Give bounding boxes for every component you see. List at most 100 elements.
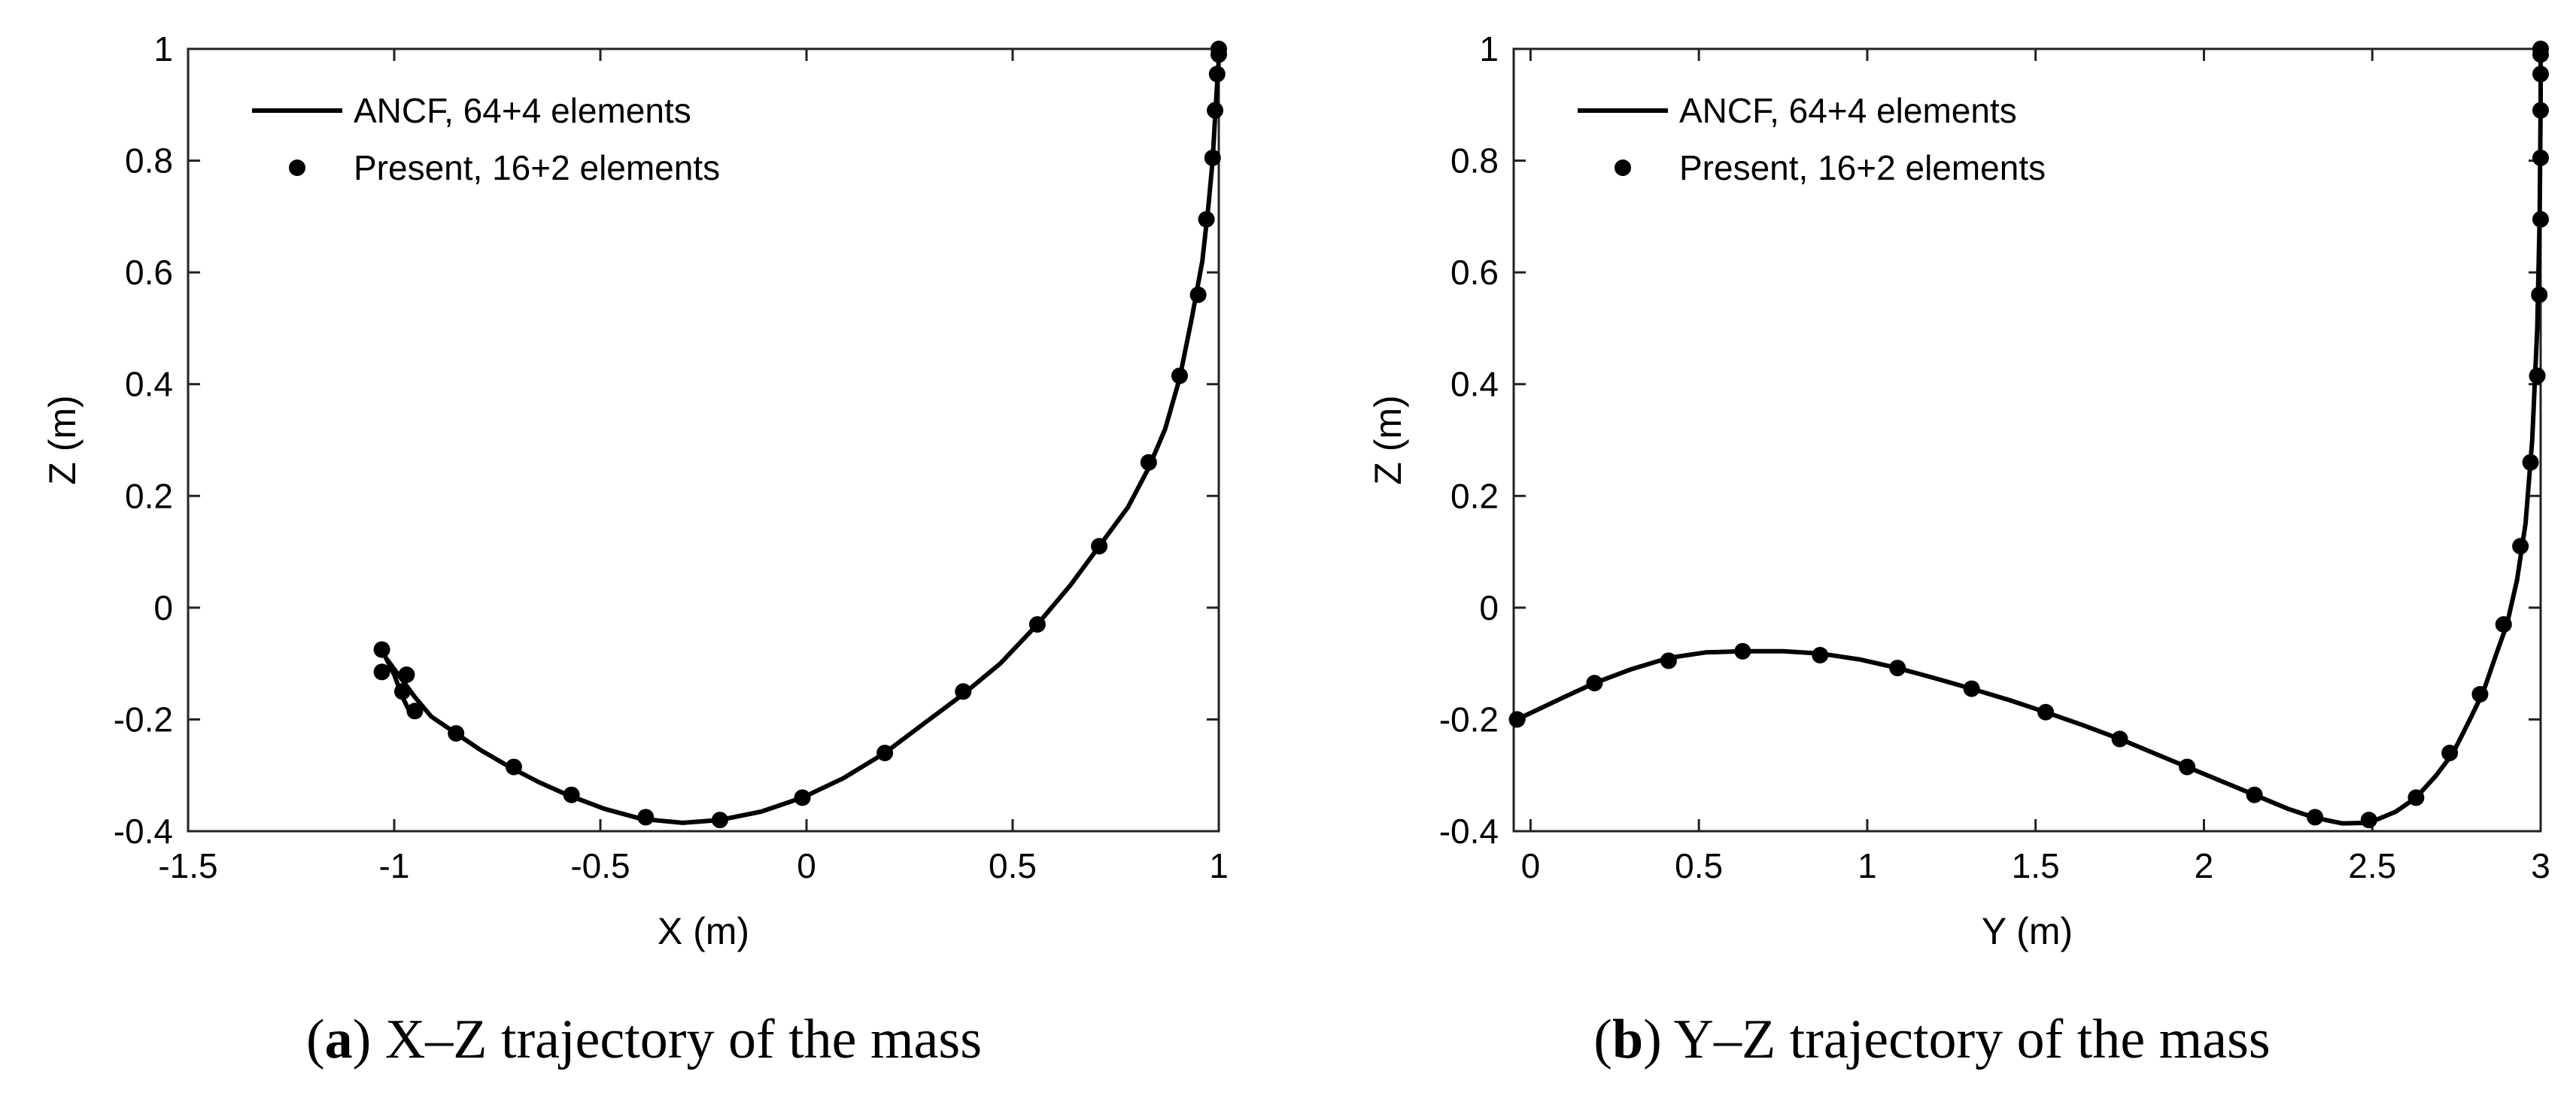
caption-b-letter: b [1612, 1009, 1644, 1070]
caption-a-letter: a [324, 1009, 353, 1070]
data-point-b [2495, 616, 2512, 633]
y-tick-label-a: 0.6 [125, 253, 173, 292]
data-point-b [2360, 812, 2377, 829]
y-tick-label-a: 0.8 [125, 141, 173, 181]
data-point-b [2529, 367, 2546, 384]
data-point-a [637, 809, 655, 826]
data-point-b [2522, 454, 2539, 471]
data-point-a [876, 745, 894, 761]
x-tick-label-b: 2.5 [2348, 846, 2396, 885]
data-point-b [2179, 758, 2196, 776]
x-tick-label-a: -1.5 [158, 846, 217, 885]
chart-a-svg: -1.5 -1 -0.5 0 0.5 1 -0.4 -0.2 0 0.2 0.4 0.6 0.8 1 X (… [41, 29, 1229, 952]
plot-area-box-b [1512, 47, 2542, 833]
x-tick-label-a: -1 [379, 846, 410, 885]
data-point-b [2532, 41, 2549, 57]
data-point-a [448, 725, 465, 742]
legend-marker-swatch-a [289, 159, 305, 176]
data-point-b [2532, 65, 2549, 83]
data-point-b [1734, 642, 1751, 660]
x-tick-label-a: 0 [797, 846, 816, 885]
legend-entry-ancf-b: ANCF, 64+4 elements [1679, 91, 2017, 130]
legend-marker-swatch-b [1615, 159, 1631, 176]
data-point-a [1140, 454, 1157, 471]
x-tick-label-b: 2 [2195, 846, 2214, 885]
y-tick-label-a: 0 [153, 588, 173, 627]
data-point-a [505, 758, 522, 776]
x-tick-label-b: 0.5 [1675, 846, 1723, 885]
x-axis-label-b: Y (m) [1982, 910, 2073, 952]
legend-entry-present-b: Present, 16+2 elements [1679, 148, 2046, 187]
data-point-b [2441, 745, 2459, 761]
data-point-a [1171, 367, 1188, 384]
data-point-a [711, 812, 728, 829]
x-tick-label-a: 1 [1209, 846, 1229, 885]
data-point-a [1189, 286, 1207, 303]
data-point-b [2246, 786, 2263, 803]
data-point-a [373, 663, 390, 681]
y-tick-label-b: 0 [1479, 588, 1499, 627]
data-point-b [2531, 286, 2548, 303]
chart-b-svg: 0 0.5 1 1.5 2 2.5 3 -0.4 -0.2 0 0.2 0.4 0.6 0.8 1 Y (m)… [1367, 29, 2550, 952]
chart-panel-b: 0 0.5 1 1.5 2 2.5 3 -0.4 -0.2 0 0.2 0.4 0.6 0.8 1 Y (m)… [1288, 0, 2576, 1108]
chart-panel-a: -1.5 -1 -0.5 0 0.5 1 -0.4 -0.2 0 0.2 0.4 0.6 0.8 1 X (… [41, 29, 1229, 1070]
data-point-b [1963, 680, 1980, 697]
data-point-b [2407, 789, 2425, 806]
y-tick-label-b: 1 [1479, 29, 1499, 68]
data-point-b [1586, 675, 1603, 692]
data-point-a [1204, 149, 1221, 166]
y-tick-label-b: -0.4 [1439, 812, 1499, 851]
data-point-b [2307, 809, 2324, 826]
y-tick-label-b: 0.2 [1451, 476, 1499, 515]
y-tick-label-a: 0.4 [125, 365, 173, 404]
data-point-b [1812, 647, 1829, 663]
data-point-b [2471, 686, 2489, 703]
caption-a: (a) X–Z trajectory of the mass [306, 1009, 982, 1070]
series-line-a [379, 47, 1221, 825]
y-tick-label-a: -0.2 [114, 700, 173, 739]
data-point-a [794, 789, 811, 806]
data-point-a [1091, 538, 1108, 555]
plot-area-box-a [187, 47, 1220, 833]
data-point-b [2111, 730, 2128, 748]
series-line-b [1514, 47, 2543, 826]
data-point-a [1198, 211, 1215, 228]
x-tick-label-b: 0 [1521, 846, 1541, 885]
data-point-b [2037, 703, 2055, 721]
data-point-b [1660, 652, 1677, 669]
x-tick-label-b: 3 [2531, 846, 2550, 885]
data-point-b [2532, 102, 2549, 119]
data-point-a [1211, 46, 1227, 63]
data-point-a [406, 703, 424, 720]
y-tick-label-b: 0.8 [1451, 141, 1499, 181]
y-tick-label-a: 1 [153, 29, 173, 68]
data-point-a [1028, 616, 1046, 633]
data-point-a [563, 786, 580, 803]
y-tick-label-a: 0.2 [125, 476, 173, 515]
data-point-b [2532, 211, 2549, 228]
x-tick-label-b: 1 [1858, 846, 1877, 885]
caption-b: (b) Y–Z trajectory of the mass [1593, 1009, 2271, 1070]
data-point-b [1889, 660, 1906, 677]
legend-entry-present-a: Present, 16+2 elements [354, 148, 720, 187]
y-tick-label-b: 0.6 [1451, 253, 1499, 292]
x-tick-label-b: 1.5 [2012, 846, 2060, 885]
x-tick-label-a: -0.5 [570, 846, 630, 885]
y-axis-label-b: Z (m) [1367, 395, 1409, 484]
y-tick-label-b: -0.2 [1439, 700, 1499, 739]
x-axis-label-a: X (m) [658, 910, 749, 952]
caption-b-text: Y–Z trajectory of the mass [1661, 1009, 2271, 1070]
caption-a-text: X–Z trajectory of the mass [371, 1009, 982, 1070]
legend-entry-ancf-a: ANCF, 64+4 elements [354, 91, 691, 130]
y-tick-label-a: -0.4 [114, 812, 173, 851]
data-point-a [1208, 65, 1226, 83]
data-point-b [2512, 538, 2529, 555]
x-tick-label-a: 0.5 [989, 846, 1037, 885]
data-point-a [398, 666, 415, 683]
data-point-a [373, 641, 390, 658]
y-tick-label-b: 0.4 [1451, 365, 1499, 404]
y-axis-label-a: Z (m) [41, 395, 84, 484]
data-point-a [955, 683, 972, 700]
data-point-a [1207, 102, 1224, 119]
data-point-b [1508, 711, 1526, 728]
